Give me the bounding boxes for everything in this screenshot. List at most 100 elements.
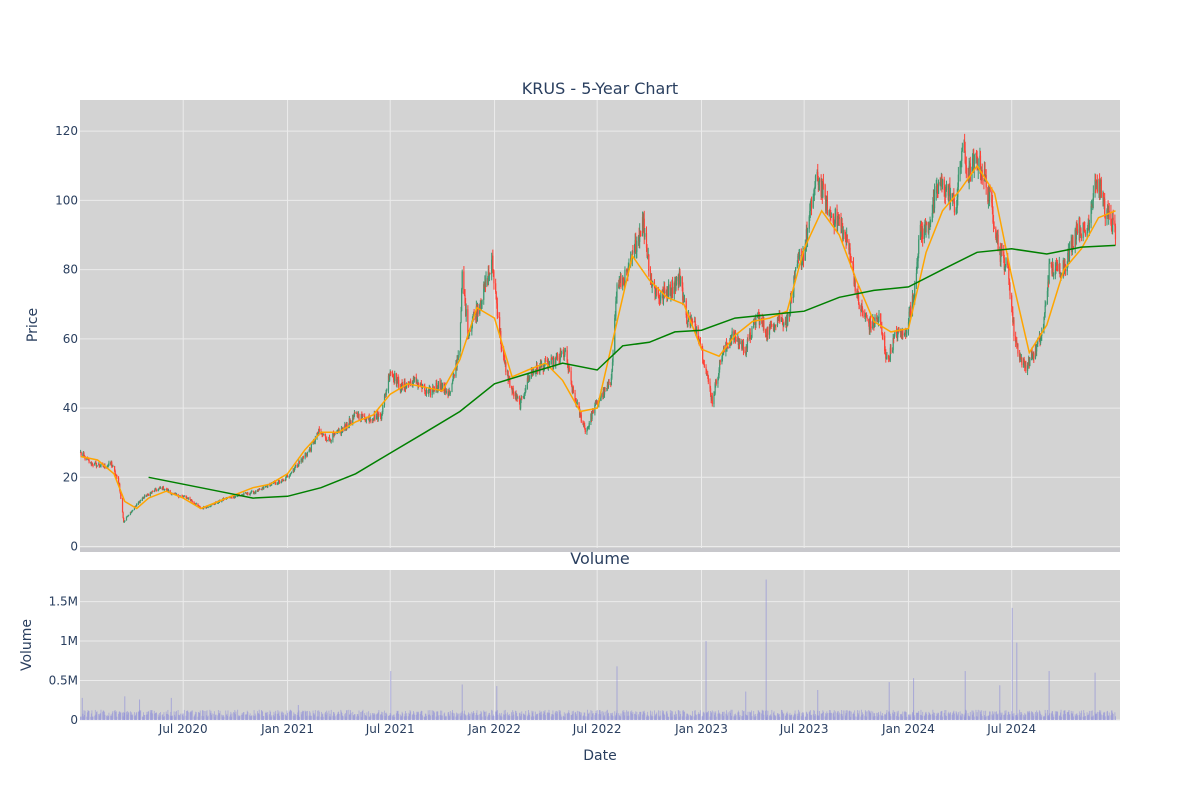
candle-body (917, 253, 919, 262)
candle-body (540, 364, 543, 367)
candle-body (471, 323, 473, 332)
candle-body (750, 338, 752, 340)
candle-body (691, 320, 694, 322)
candle-body (649, 270, 652, 280)
candle-body (500, 343, 502, 350)
candle-body (131, 511, 133, 513)
candle-body (189, 497, 191, 500)
candle-body (713, 394, 715, 405)
candle-body (890, 347, 892, 353)
candle-body (1112, 217, 1114, 232)
candle-body (583, 423, 585, 426)
candle-body (1011, 306, 1013, 312)
candle-body (121, 498, 124, 513)
candle-body (404, 381, 406, 388)
candle-body (912, 298, 915, 301)
candle-body (888, 355, 890, 359)
candle-body (1072, 236, 1074, 247)
candle-body (489, 273, 491, 275)
candle-body (953, 201, 956, 213)
candle-body (777, 317, 779, 320)
candle-body (654, 287, 656, 295)
candle-body (955, 209, 957, 213)
candle-body (310, 444, 312, 452)
candle-body (234, 497, 236, 499)
candle-body (83, 455, 86, 457)
candle-body (461, 271, 463, 290)
candle-body (694, 320, 696, 327)
candle-body (687, 321, 689, 326)
candle-body (683, 300, 686, 302)
candle-body (830, 212, 832, 218)
candle-body (289, 475, 291, 477)
candle-body (1019, 356, 1021, 361)
candle-body (397, 377, 399, 380)
candle-body (662, 293, 665, 301)
candle-body (124, 520, 126, 522)
candle-body (767, 326, 769, 335)
candle-body (151, 491, 154, 492)
candle-body (1054, 268, 1056, 275)
candle-body (294, 464, 297, 468)
candle-body (611, 362, 614, 371)
candle-body (753, 320, 755, 328)
candle-body (502, 350, 505, 357)
candle-body (364, 419, 366, 421)
candle-body (306, 452, 308, 456)
candle-body (480, 304, 483, 307)
candle-body (1112, 217, 1114, 221)
candle-body (146, 495, 148, 497)
candle-body (437, 388, 439, 390)
candle-body (457, 354, 459, 360)
candle-body (260, 489, 263, 491)
candle-body (1043, 316, 1045, 329)
candle-body (781, 318, 784, 325)
candle-body (936, 185, 939, 193)
candle-body (193, 501, 195, 504)
candle-body (525, 388, 527, 392)
candle-body (771, 324, 773, 327)
candle-body (1066, 266, 1068, 272)
candle-body (893, 334, 895, 339)
candle-body (878, 313, 880, 319)
candle-body (607, 382, 610, 387)
candle-body (1095, 182, 1097, 188)
candle-body (509, 377, 511, 387)
candle-body (721, 358, 723, 363)
candle-body (496, 303, 498, 317)
candle-body (379, 414, 382, 416)
volume-bars (80, 579, 1116, 720)
candle-body (881, 326, 883, 334)
candle-body (522, 396, 525, 398)
candle-body (1064, 269, 1067, 272)
candle-body (1076, 225, 1078, 230)
candle-body (959, 165, 961, 175)
candle-body (1023, 358, 1025, 362)
candle-body (413, 377, 416, 379)
candle-body (813, 195, 815, 197)
volume-tick-label: 1.5M (49, 595, 78, 609)
candle-body (326, 440, 328, 442)
candle-body (675, 280, 677, 290)
candle-body (483, 284, 485, 300)
candle-body (108, 462, 110, 466)
candle-body (635, 240, 637, 254)
candle-body (844, 229, 846, 235)
candle-body (944, 189, 946, 195)
candle-body (651, 284, 653, 288)
candle-body (956, 207, 958, 210)
candle-body (743, 350, 745, 352)
candle-body (713, 393, 716, 395)
candle-body (296, 464, 298, 467)
candle-body (447, 393, 450, 395)
candle-body (517, 397, 519, 399)
candle-body (275, 481, 277, 484)
candle-body (802, 252, 805, 261)
candle-body (555, 357, 557, 360)
candle-body (622, 277, 624, 280)
candle-body (976, 155, 978, 163)
candle-body (809, 211, 811, 217)
candle-body (286, 475, 289, 478)
candle-body (392, 375, 395, 380)
candle-body (794, 270, 796, 277)
